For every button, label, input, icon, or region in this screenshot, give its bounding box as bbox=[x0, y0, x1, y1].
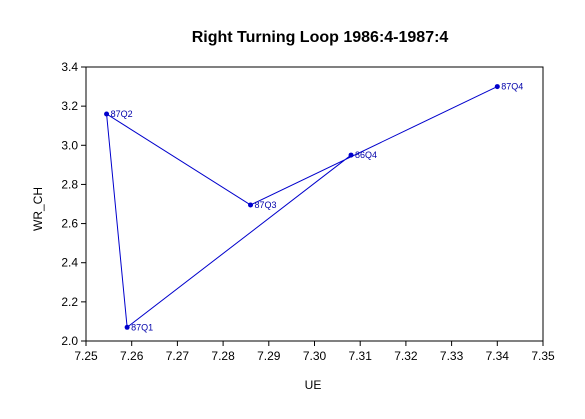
point-label: 87Q3 bbox=[255, 200, 277, 210]
x-tick-label: 7.28 bbox=[211, 349, 235, 363]
x-axis-label: UE bbox=[305, 378, 322, 392]
y-tick-label: 2.6 bbox=[61, 217, 78, 231]
x-tick-label: 7.35 bbox=[531, 349, 555, 363]
point-label: 87Q2 bbox=[111, 109, 133, 119]
x-tick-label: 7.32 bbox=[394, 349, 418, 363]
x-tick-label: 7.30 bbox=[303, 349, 327, 363]
data-point bbox=[348, 152, 354, 158]
chart-title: Right Turning Loop 1986:4-1987:4 bbox=[192, 29, 449, 46]
x-tick-label: 7.29 bbox=[257, 349, 281, 363]
y-tick-label: 2.2 bbox=[61, 295, 78, 309]
y-tick-label: 2.0 bbox=[61, 334, 78, 348]
series-line bbox=[105, 86, 498, 329]
point-label: 86Q4 bbox=[355, 150, 377, 160]
data-point bbox=[494, 84, 500, 90]
point-label: 87Q4 bbox=[501, 82, 523, 92]
x-tick-label: 7.25 bbox=[74, 349, 98, 363]
x-tick-label: 7.27 bbox=[166, 349, 190, 363]
y-axis: 2.0 2.2 2.4 2.6 2.8 3.0 3.2 3.4 bbox=[61, 60, 86, 348]
plot-frame bbox=[85, 66, 544, 342]
y-tick-label: 3.2 bbox=[61, 99, 78, 113]
y-tick-label: 3.0 bbox=[61, 138, 78, 152]
x-tick-label: 7.34 bbox=[486, 349, 510, 363]
y-tick-label: 3.4 bbox=[61, 60, 78, 74]
x-tick-label: 7.33 bbox=[440, 349, 464, 363]
data-points: 86Q4 87Q1 87Q2 87Q3 87Q4 bbox=[104, 82, 523, 332]
x-tick-label: 7.26 bbox=[120, 349, 144, 363]
data-point bbox=[104, 111, 110, 117]
x-axis: 7.25 7.26 7.27 7.28 7.29 7.30 7.31 7.32 7.33 7.34… bbox=[74, 341, 555, 363]
x-tick-label: 7.31 bbox=[349, 349, 373, 363]
point-label: 87Q1 bbox=[131, 322, 153, 332]
y-tick-label: 2.4 bbox=[61, 256, 78, 270]
y-tick-label: 2.8 bbox=[61, 177, 78, 191]
y-axis-label: WR_CH bbox=[31, 187, 45, 231]
data-point bbox=[248, 202, 254, 208]
data-point bbox=[124, 324, 130, 330]
